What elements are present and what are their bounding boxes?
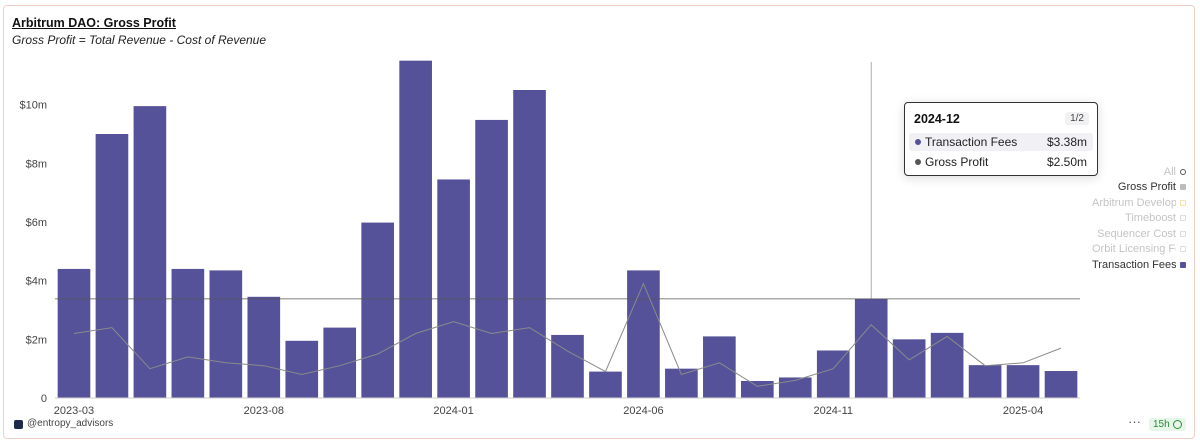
x-tick-label: 2025-04 (1003, 405, 1043, 417)
tooltip-series-value: $2.50m (1046, 155, 1087, 169)
y-tick-label: 0 (41, 393, 47, 405)
bar-2023-06[interactable] (171, 268, 205, 398)
tooltip-row-gross-profit: Gross Profit $2.50m (909, 153, 1093, 171)
tooltip-series-dot (915, 159, 921, 165)
legend-label: Transaction Fees (1092, 258, 1176, 271)
legend-item-arbitrum-developers[interactable]: Arbitrum Developers (1092, 195, 1186, 211)
bar-2024-07[interactable] (665, 368, 698, 398)
author-handle[interactable]: @entropy_advisors (27, 418, 114, 429)
legend-label: Sequencer Cost (1097, 227, 1176, 240)
bar-2025-04[interactable] (1006, 365, 1040, 398)
legend-label: All (1163, 165, 1176, 178)
bar-2023-07[interactable] (209, 270, 243, 398)
bar-2024-09[interactable] (740, 380, 774, 398)
y-tick-label: $8m (26, 158, 47, 170)
legend-label: Timeboost (1125, 212, 1176, 225)
x-tick-label: 2024-01 (433, 405, 473, 417)
bar-2023-11[interactable] (361, 222, 395, 398)
y-tick-label: $6m (26, 217, 47, 229)
tooltip-period: 2024-12 (914, 112, 960, 126)
tooltip-series-dot (915, 139, 921, 145)
legend-item-all[interactable]: All (1092, 164, 1186, 180)
tooltip-series-name: Gross Profit (925, 155, 989, 169)
legend-label: Gross Profit (1117, 181, 1176, 194)
bar-2024-05[interactable] (589, 371, 622, 398)
legend-item-sequencer-cost[interactable]: Sequencer Cost (1092, 226, 1186, 242)
legend-swatch-icon (1180, 184, 1186, 191)
legend-swatch-icon (1180, 215, 1186, 222)
tooltip-series-name: Transaction Fees (925, 135, 1018, 149)
refresh-age: 15h (1153, 419, 1170, 430)
bar-2023-04[interactable] (95, 134, 129, 398)
legend-label: Orbit Licensing Fees (1092, 243, 1176, 256)
legend-item-transaction-fees[interactable]: Transaction Fees (1092, 257, 1186, 273)
bar-2024-06[interactable] (627, 270, 660, 398)
legend-label: Arbitrum Developers (1092, 196, 1176, 209)
tooltip-series-value: $3.38m (1046, 135, 1087, 149)
refresh-status-badge[interactable]: 15h (1149, 418, 1186, 431)
bar-2023-09[interactable] (285, 340, 319, 398)
legend-swatch-icon (1180, 246, 1186, 253)
legend-swatch-icon (1180, 261, 1186, 268)
entropy-logo-icon (14, 420, 23, 429)
bar-2024-02[interactable] (475, 119, 508, 399)
clock-icon (1172, 420, 1182, 429)
bar-2023-12[interactable] (399, 60, 432, 399)
legend-swatch-icon (1180, 230, 1186, 237)
bar-2023-08[interactable] (247, 296, 281, 398)
y-tick-label: $2m (26, 334, 47, 346)
bar-2024-04[interactable] (551, 334, 584, 398)
bar-2025-02[interactable] (930, 332, 964, 398)
y-tick-label: $4m (26, 276, 47, 288)
x-tick-label: 2023-08 (244, 405, 284, 417)
bar-2025-05[interactable] (1044, 371, 1078, 398)
bar-2024-12[interactable] (854, 298, 888, 398)
tooltip-page-indicator[interactable]: 1/2 (1065, 112, 1089, 125)
hover-tooltip: 2024-12 1/2 Transaction Fees $3.38m Gros… (904, 102, 1098, 176)
legend-swatch-icon (1180, 168, 1186, 175)
x-tick-label: 2023-03 (54, 405, 94, 417)
chart-subtitle: Gross Profit = Total Revenue - Cost of R… (12, 33, 267, 47)
bar-2025-03[interactable] (968, 365, 1002, 398)
bar-2024-03[interactable] (513, 90, 546, 398)
chart-title[interactable]: Arbitrum DAO: Gross Profit (12, 16, 176, 30)
x-tick-label: 2024-11 (813, 405, 853, 417)
tooltip-row-transaction-fees: Transaction Fees $3.38m (909, 133, 1093, 151)
more-options-icon[interactable]: ··· (1128, 414, 1141, 429)
bar-2024-08[interactable] (703, 336, 736, 398)
bar-2023-05[interactable] (133, 106, 167, 398)
bar-2023-10[interactable] (323, 327, 357, 398)
bar-2024-10[interactable] (778, 377, 812, 398)
y-tick-label: $10m (19, 100, 47, 112)
legend-item-gross-profit[interactable]: Gross Profit (1092, 180, 1186, 196)
bar-2024-11[interactable] (816, 350, 850, 398)
legend-item-orbit-licensing-fees[interactable]: Orbit Licensing Fees (1092, 242, 1186, 258)
legend-item-timeboost[interactable]: Timeboost (1092, 211, 1186, 227)
bar-2025-01[interactable] (892, 339, 926, 398)
chart-legend: All Gross Profit Arbitrum Developers Timebo… (1092, 164, 1186, 273)
series-line-gross-profit (73, 282, 1062, 387)
legend-swatch-icon (1180, 199, 1186, 206)
bar-2024-01[interactable] (437, 179, 470, 398)
bar-2023-03[interactable] (57, 268, 91, 398)
x-tick-label: 2024-06 (623, 405, 663, 417)
